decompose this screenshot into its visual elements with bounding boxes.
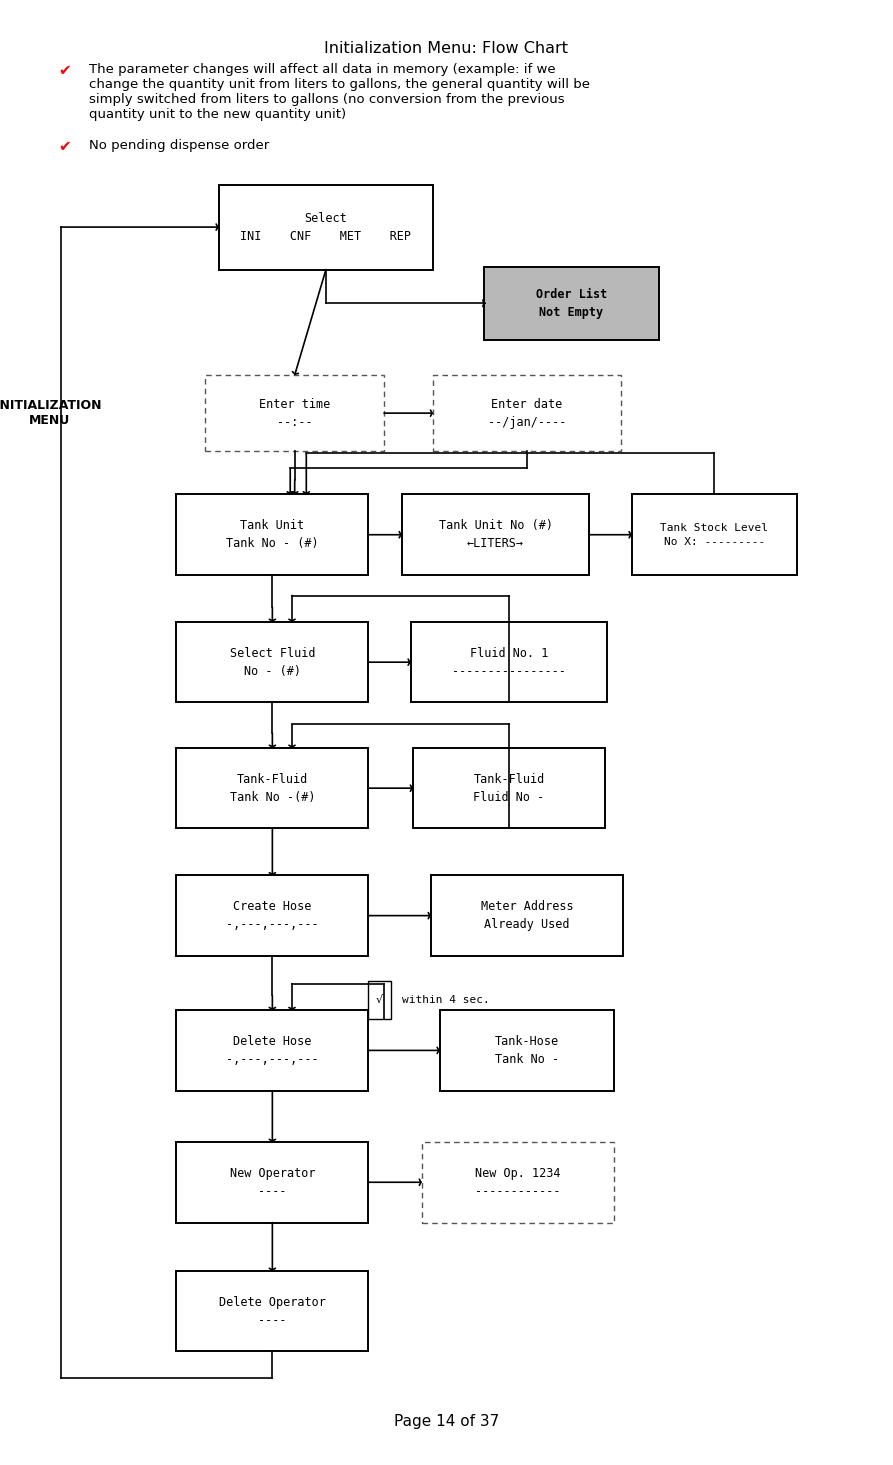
Text: Tank Unit No (#)
←LITERS→: Tank Unit No (#) ←LITERS→	[438, 519, 553, 551]
Text: Tank-Fluid
Tank No -(#): Tank-Fluid Tank No -(#)	[230, 772, 315, 804]
Bar	[413, 747, 605, 829]
Bar	[430, 876, 623, 957]
Bar	[484, 267, 659, 340]
Text: Initialization Menu: Flow Chart: Initialization Menu: Flow Chart	[324, 41, 569, 56]
Bar	[433, 375, 621, 451]
Text: Tank-Fluid
Fluid No -: Tank-Fluid Fluid No -	[473, 772, 545, 804]
Text: INITIALIZATION
MENU: INITIALIZATION MENU	[0, 398, 103, 428]
Text: New Op. 1234
------------: New Op. 1234 ------------	[475, 1166, 561, 1198]
Bar	[205, 375, 384, 451]
Bar	[219, 185, 433, 270]
Text: Enter time
--:--: Enter time --:--	[259, 397, 330, 429]
Bar	[402, 494, 589, 574]
Bar	[177, 1143, 368, 1222]
Text: Enter date
--/jan/----: Enter date --/jan/----	[488, 397, 566, 429]
Text: Meter Address
Already Used: Meter Address Already Used	[480, 900, 573, 932]
Text: Order List
Not Empty: Order List Not Empty	[536, 287, 607, 319]
Bar	[411, 621, 607, 702]
Bar	[177, 876, 368, 957]
Text: Create Hose
-,---,---,---: Create Hose -,---,---,---	[226, 900, 319, 932]
Bar	[177, 747, 368, 829]
Bar	[632, 494, 797, 574]
Bar	[439, 1011, 614, 1090]
Text: Tank Stock Level
No X: ---------: Tank Stock Level No X: ---------	[661, 523, 768, 546]
Text: Delete Hose
-,---,---,---: Delete Hose -,---,---,---	[226, 1034, 319, 1067]
Text: Fluid No. 1
----------------: Fluid No. 1 ----------------	[452, 646, 566, 678]
Text: New Operator
----: New Operator ----	[230, 1166, 315, 1198]
Text: Tank-Hose
Tank No -: Tank-Hose Tank No -	[495, 1034, 559, 1067]
Bar	[177, 1011, 368, 1090]
Text: √: √	[376, 995, 383, 1005]
Bar	[177, 494, 368, 574]
Text: Select
INI    CNF    MET    REP: Select INI CNF MET REP	[240, 211, 412, 243]
Text: Select Fluid
No - (#): Select Fluid No - (#)	[230, 646, 315, 678]
Text: Tank Unit
Tank No - (#): Tank Unit Tank No - (#)	[226, 519, 319, 551]
Bar	[177, 621, 368, 702]
Bar	[421, 1143, 614, 1222]
Text: The parameter changes will affect all data in memory (example: if we
change the : The parameter changes will affect all da…	[89, 63, 590, 122]
Text: Page 14 of 37: Page 14 of 37	[394, 1414, 499, 1428]
Text: ✔: ✔	[58, 139, 71, 154]
Text: ✔: ✔	[58, 63, 71, 78]
Bar	[368, 982, 391, 1020]
Text: Delete Operator
----: Delete Operator ----	[219, 1295, 326, 1327]
Text: No pending dispense order: No pending dispense order	[89, 139, 270, 152]
Bar	[177, 1270, 368, 1351]
Text: within 4 sec.: within 4 sec.	[402, 995, 489, 1005]
